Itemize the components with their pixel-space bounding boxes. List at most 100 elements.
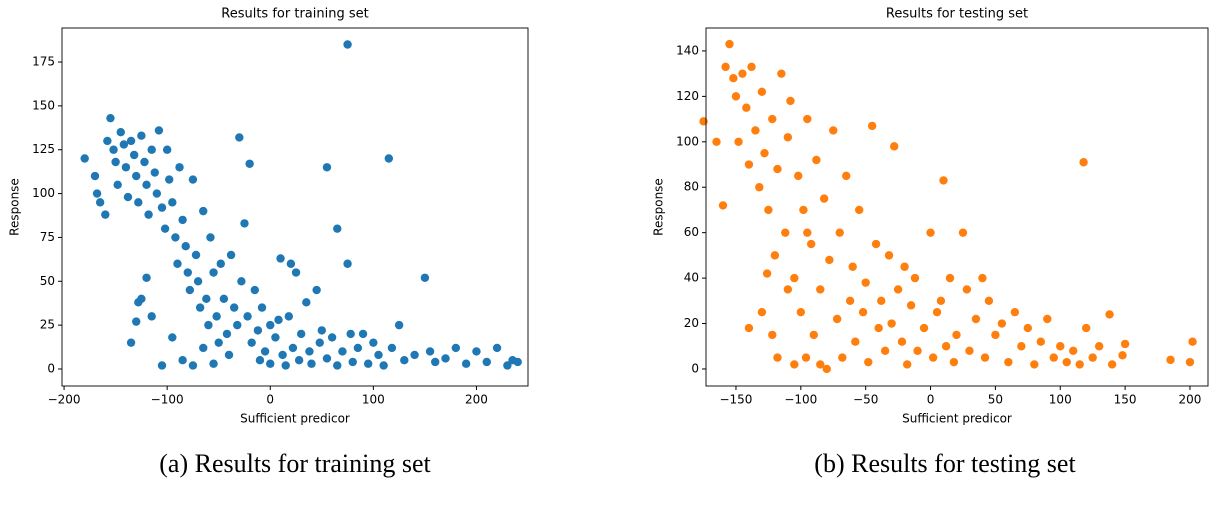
x-tick-label: 150	[1114, 393, 1137, 407]
point	[871, 239, 881, 249]
point	[202, 294, 211, 304]
point	[781, 228, 790, 237]
point	[150, 168, 159, 177]
point	[945, 273, 955, 283]
point	[734, 137, 743, 147]
point	[111, 157, 120, 167]
point	[910, 273, 920, 283]
y-tick-label: 125	[32, 142, 55, 156]
point	[305, 347, 314, 356]
point	[913, 346, 922, 355]
point	[206, 233, 215, 242]
point	[302, 298, 311, 307]
y-tick-label: 175	[32, 55, 55, 69]
point	[1069, 346, 1078, 355]
y-tick-label: 100	[32, 186, 55, 200]
point	[209, 268, 218, 277]
point	[266, 359, 275, 368]
point	[762, 269, 772, 278]
point	[338, 347, 347, 356]
x-tick-label: 50	[988, 393, 1003, 407]
point	[877, 296, 886, 306]
point	[266, 320, 275, 330]
point	[768, 114, 777, 124]
point	[812, 155, 821, 165]
point	[343, 259, 352, 268]
point	[137, 131, 146, 140]
point	[513, 357, 522, 367]
point	[825, 255, 834, 265]
point	[157, 361, 167, 370]
point	[185, 285, 195, 295]
point	[384, 154, 394, 163]
point	[742, 103, 751, 112]
point	[1004, 357, 1013, 367]
point	[410, 350, 419, 360]
point	[971, 314, 981, 324]
point	[116, 127, 125, 137]
point	[178, 215, 187, 225]
point	[936, 296, 946, 306]
point	[1188, 337, 1197, 346]
point	[132, 317, 141, 326]
point	[890, 142, 899, 151]
x-tick-label: −200	[48, 393, 81, 407]
point	[162, 145, 172, 154]
point	[126, 338, 136, 347]
point	[848, 262, 857, 271]
point	[327, 333, 337, 342]
point	[884, 251, 894, 260]
point	[109, 145, 118, 154]
point	[941, 342, 951, 351]
point	[132, 171, 141, 181]
point	[897, 337, 907, 346]
point	[786, 96, 795, 106]
point	[867, 121, 877, 131]
point	[845, 296, 855, 306]
point	[887, 319, 896, 328]
point	[154, 126, 164, 135]
point	[900, 262, 909, 271]
point	[157, 203, 167, 212]
point	[1185, 357, 1195, 367]
point	[142, 273, 151, 282]
point	[142, 180, 151, 190]
point	[816, 360, 825, 369]
point	[257, 303, 267, 312]
point	[729, 74, 738, 83]
x-tick-label: 100	[362, 393, 385, 407]
point	[1010, 307, 1020, 317]
point	[369, 338, 378, 347]
point	[864, 357, 873, 367]
point	[317, 326, 327, 335]
point	[503, 361, 512, 370]
point	[803, 114, 812, 124]
y-tick-label: 25	[40, 318, 55, 332]
point	[286, 259, 296, 268]
y-tick-label: 75	[40, 230, 55, 244]
point	[420, 273, 430, 282]
point	[171, 233, 180, 242]
point	[363, 359, 373, 368]
point	[358, 329, 368, 339]
point	[199, 206, 208, 216]
point	[103, 136, 112, 146]
chart-title: Results for training set	[221, 7, 368, 22]
point	[147, 145, 156, 154]
point	[425, 347, 435, 356]
point	[809, 330, 818, 340]
point	[147, 312, 156, 321]
point	[919, 323, 929, 333]
point	[984, 296, 994, 306]
point	[291, 268, 301, 277]
point	[322, 163, 332, 172]
point	[760, 148, 769, 158]
point	[952, 330, 961, 340]
point	[790, 273, 799, 283]
point	[209, 359, 218, 368]
caption: (a) Results for training set	[159, 449, 431, 478]
point	[288, 343, 298, 353]
point	[431, 357, 440, 367]
point	[106, 113, 115, 123]
point	[816, 285, 825, 294]
